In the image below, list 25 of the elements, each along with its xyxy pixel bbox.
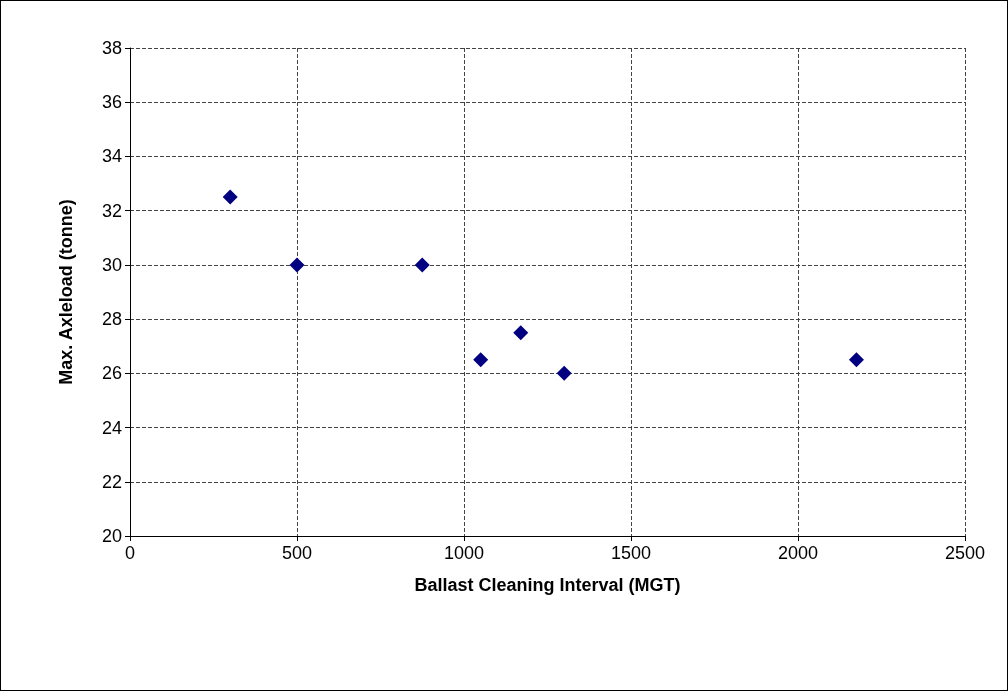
y-tick-label: 22 [101,471,122,492]
point [848,352,864,368]
x-tick-label: 2000 [777,543,819,563]
x-tick-label: 2500 [944,543,986,563]
y-tick-label: 36 [101,92,122,113]
y-tick-label: 32 [101,200,122,221]
point [556,365,572,381]
y-tick-label: 26 [101,363,122,384]
y-tick-label: 30 [101,254,122,275]
y-tick-label: 24 [101,417,122,438]
point [414,257,430,273]
y-axis-title: Max. Axleload (tonne) [56,199,76,385]
x-tick-label: 1500 [610,543,652,563]
x-tick-label: 0 [124,543,136,563]
y-tick-label: 38 [101,38,122,58]
point [289,257,305,273]
x-axis-title: Ballast Cleaning Interval (MGT) [414,575,681,595]
y-tick-label: 34 [101,146,122,167]
point [513,325,529,341]
y-tick-label: 28 [101,309,122,330]
y-tick-label: 20 [101,526,122,546]
point [222,189,238,205]
x-tick-label: 1000 [443,543,485,563]
x-tick-label: 500 [281,543,313,563]
point [473,352,489,368]
